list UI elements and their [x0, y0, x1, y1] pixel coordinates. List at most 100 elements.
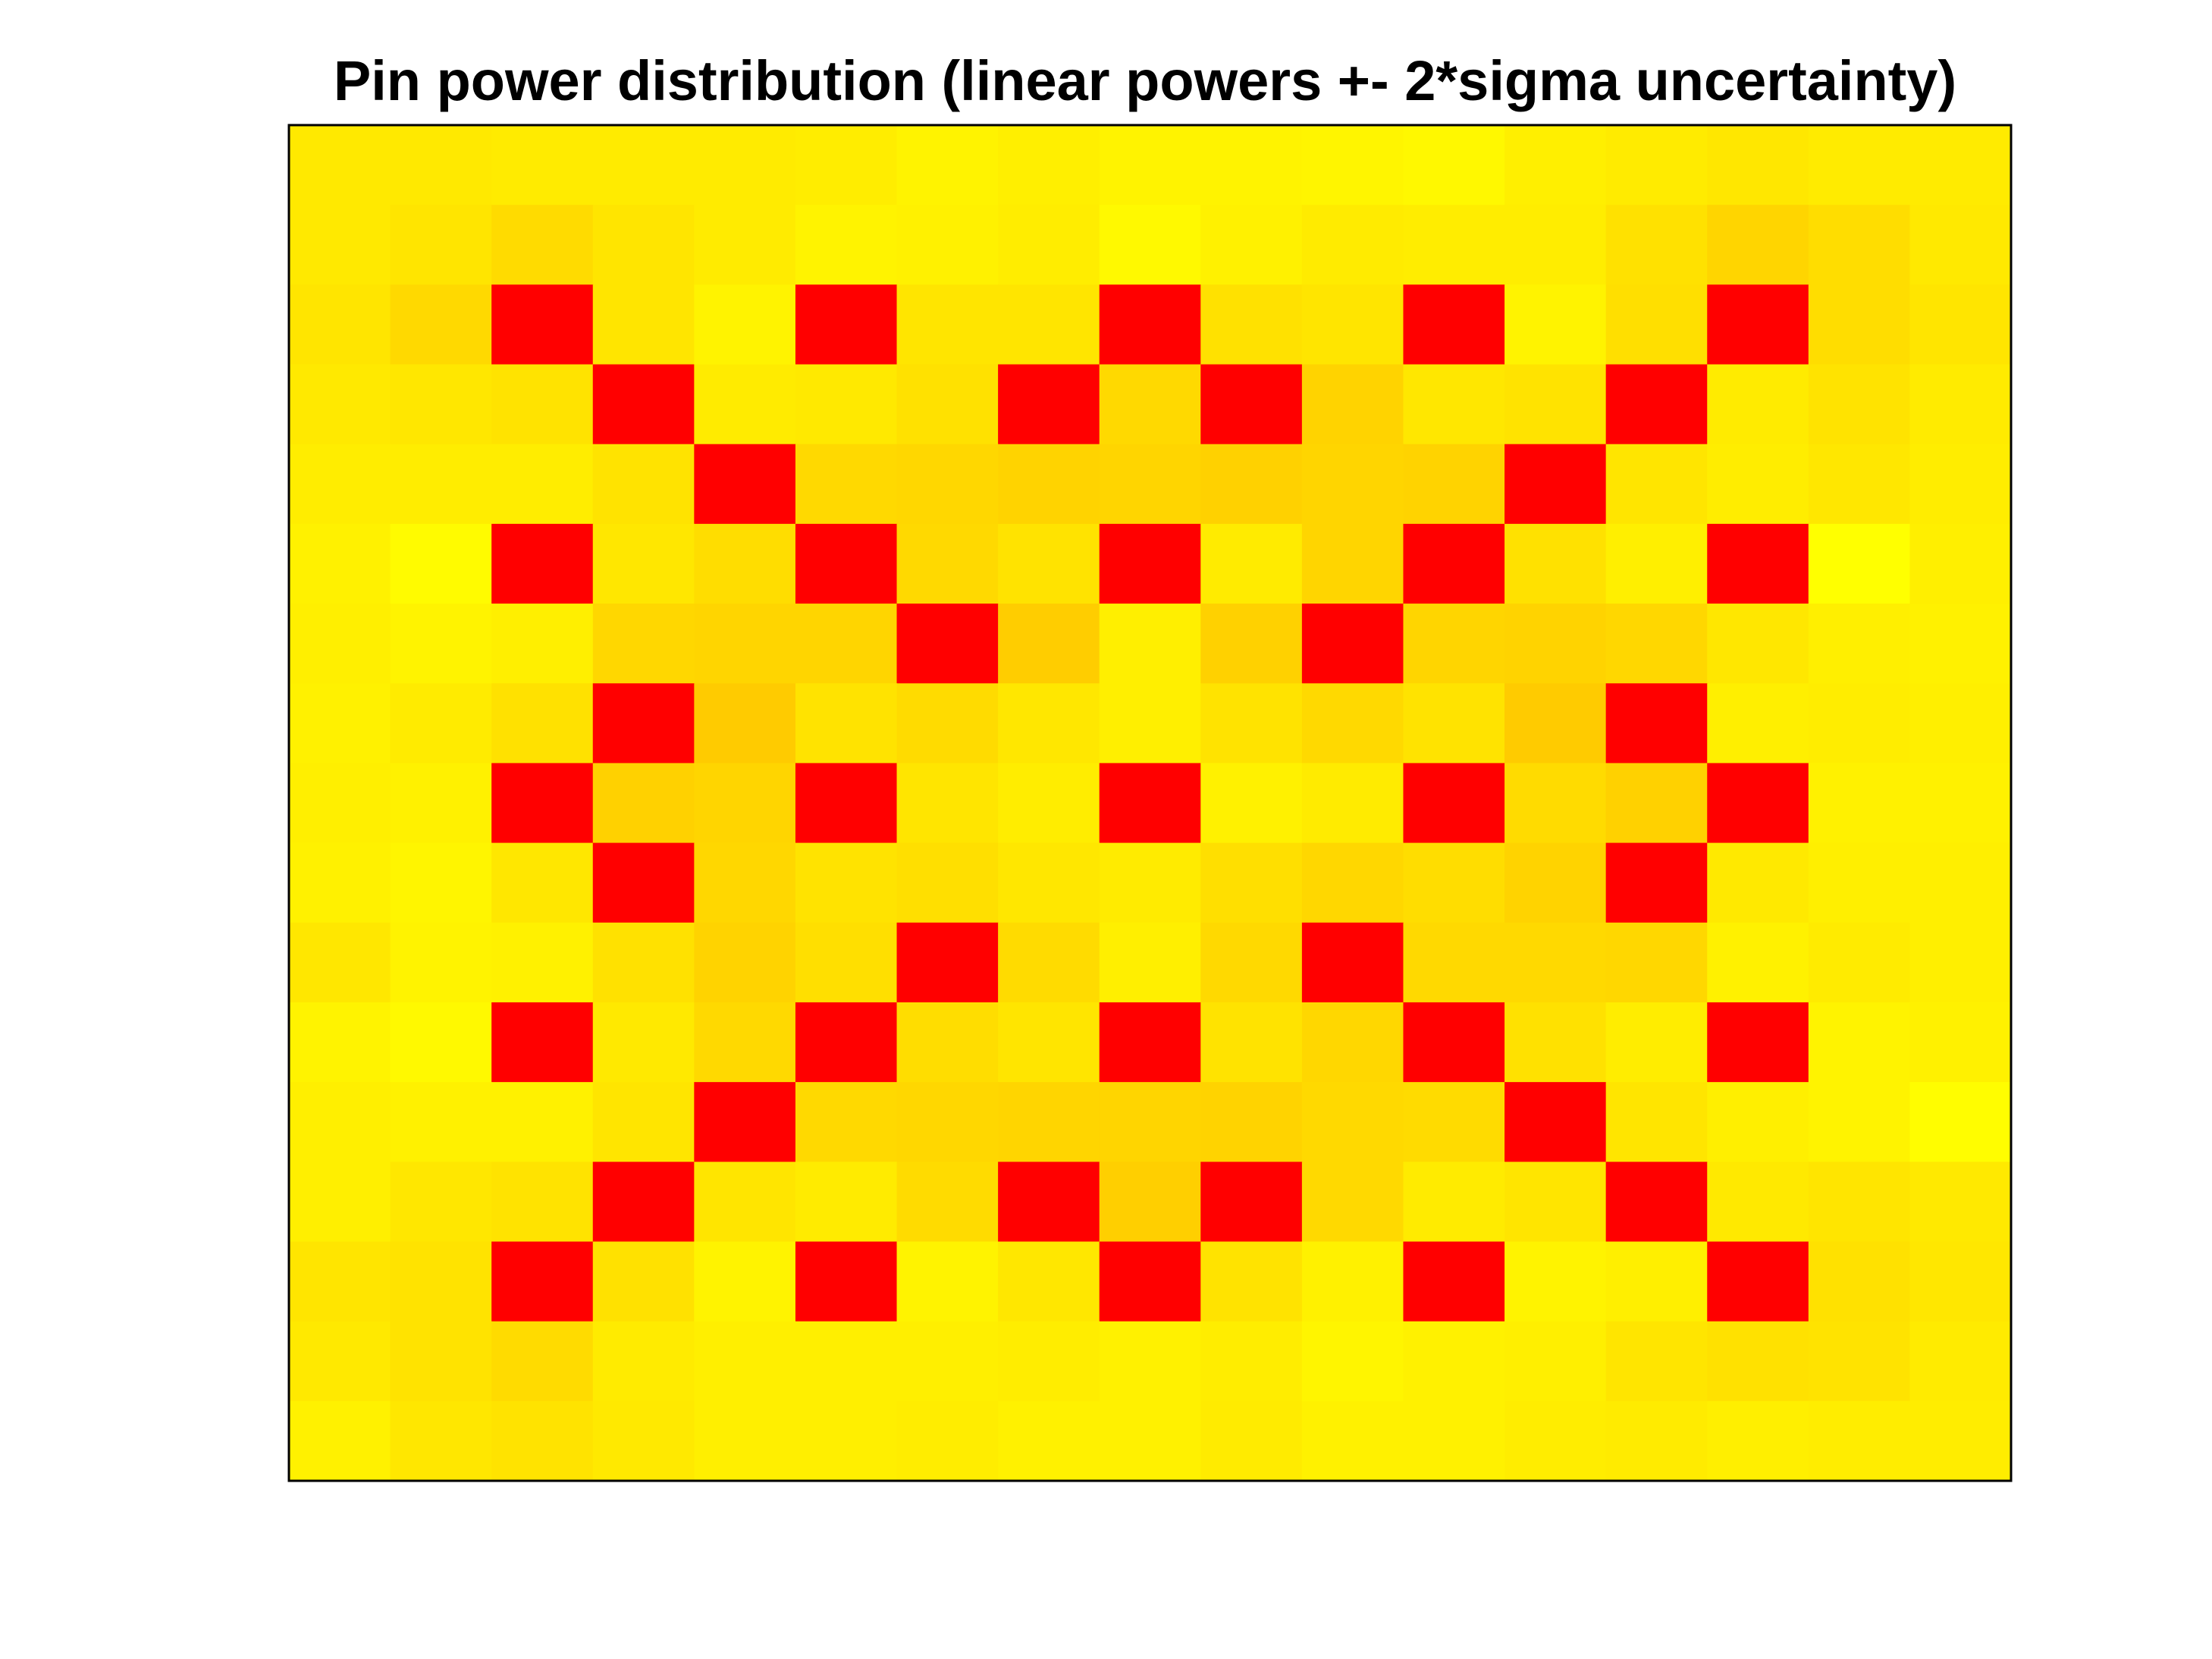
heatmap-cell — [694, 1002, 796, 1083]
heatmap-cells — [289, 125, 2012, 1482]
heatmap-cell — [390, 523, 492, 604]
heatmap-cell — [1605, 125, 1708, 205]
heatmap-cell — [1504, 683, 1607, 764]
heatmap-cell — [390, 1002, 492, 1083]
heatmap-cell — [795, 523, 898, 604]
heatmap-cell — [491, 523, 594, 604]
heatmap-cell — [998, 763, 1100, 844]
heatmap-cell — [1909, 284, 2012, 365]
heatmap-cell — [1200, 1321, 1303, 1402]
heatmap-cell — [1808, 604, 1911, 684]
heatmap-cell — [1099, 284, 1201, 365]
heatmap-cell — [289, 125, 391, 205]
heatmap-cell — [1707, 284, 1809, 365]
heatmap-cell — [1909, 1162, 2012, 1243]
heatmap-cell — [998, 1162, 1100, 1243]
heatmap-cell — [390, 444, 492, 525]
heatmap-cell — [896, 284, 999, 365]
heatmap-cell — [1707, 1400, 1809, 1482]
heatmap-cell — [1301, 364, 1404, 445]
heatmap-cell — [390, 922, 492, 1003]
heatmap-cell — [491, 125, 594, 205]
heatmap-cell — [1909, 763, 2012, 844]
heatmap-cell — [1301, 604, 1404, 684]
heatmap-cell — [998, 1082, 1100, 1162]
heatmap-cell — [795, 604, 898, 684]
heatmap-cell — [998, 284, 1100, 365]
heatmap-cell — [1403, 763, 1505, 844]
heatmap-cell — [1403, 523, 1505, 604]
heatmap-cell — [1403, 1002, 1505, 1083]
heatmap-cell — [1504, 922, 1607, 1003]
heatmap-cell — [998, 1400, 1100, 1482]
heatmap-cell — [1301, 284, 1404, 365]
heatmap-cell — [694, 1162, 796, 1243]
heatmap-cell — [289, 1002, 391, 1083]
heatmap-cell — [289, 763, 391, 844]
heatmap-cell — [1200, 922, 1303, 1003]
heatmap-cell — [1301, 523, 1404, 604]
heatmap-cell — [491, 1002, 594, 1083]
heatmap-cell — [1200, 1162, 1303, 1243]
heatmap-cell — [1808, 444, 1911, 525]
heatmap-cell — [1301, 1162, 1404, 1243]
heatmap-cell — [998, 523, 1100, 604]
heatmap-cell — [1605, 842, 1708, 924]
heatmap-cell — [1200, 842, 1303, 924]
heatmap-cell — [1504, 1002, 1607, 1083]
heatmap-cell — [592, 125, 695, 205]
heatmap-cell — [795, 683, 898, 764]
heatmap-cell — [491, 1082, 594, 1162]
heatmap-cell — [592, 763, 695, 844]
heatmap-cell — [1808, 1241, 1911, 1322]
heatmap-cell — [1403, 1321, 1505, 1402]
heatmap-cell — [592, 1002, 695, 1083]
heatmap-cell — [1707, 922, 1809, 1003]
heatmap-cell — [1605, 1321, 1708, 1402]
heatmap-cell — [1808, 1400, 1911, 1482]
heatmap-cell — [1403, 205, 1505, 285]
heatmap-cell — [289, 1162, 391, 1243]
heatmap-cell — [694, 842, 796, 924]
heatmap-cell — [1808, 683, 1911, 764]
heatmap-cell — [896, 763, 999, 844]
heatmap-cell — [795, 1241, 898, 1322]
heatmap-cell — [896, 205, 999, 285]
heatmap-cell — [1403, 125, 1505, 205]
heatmap-cell — [1605, 284, 1708, 365]
heatmap-cell — [1200, 364, 1303, 445]
heatmap-cell — [1504, 1321, 1607, 1402]
heatmap-cell — [1403, 444, 1505, 525]
heatmap-cell — [795, 1162, 898, 1243]
heatmap-cell — [1301, 1321, 1404, 1402]
heatmap-cell — [1403, 1400, 1505, 1482]
heatmap-cell — [694, 205, 796, 285]
heatmap-cell — [1808, 1082, 1911, 1162]
heatmap-cell — [592, 683, 695, 764]
heatmap-cell — [289, 922, 391, 1003]
heatmap-cell — [1504, 604, 1607, 684]
heatmap-cell — [289, 1241, 391, 1322]
heatmap-cell — [491, 444, 594, 525]
heatmap-cell — [390, 763, 492, 844]
heatmap-cell — [1099, 1082, 1201, 1162]
heatmap-cell — [694, 604, 796, 684]
heatmap-cell — [795, 922, 898, 1003]
heatmap-cell — [1099, 842, 1201, 924]
heatmap-cell — [289, 1400, 391, 1482]
heatmap-cell — [1301, 683, 1404, 764]
heatmap-cell — [390, 604, 492, 684]
heatmap-cell — [592, 284, 695, 365]
heatmap-cell — [592, 1321, 695, 1402]
heatmap-cell — [390, 284, 492, 365]
heatmap-cell — [694, 125, 796, 205]
heatmap-cell — [1301, 763, 1404, 844]
heatmap-cell — [491, 1400, 594, 1482]
heatmap-cell — [1808, 205, 1911, 285]
heatmap-cell — [1200, 1241, 1303, 1322]
heatmap-cell — [1909, 842, 2012, 924]
heatmap-cell — [592, 205, 695, 285]
heatmap-cell — [1099, 205, 1201, 285]
heatmap-cell — [390, 842, 492, 924]
heatmap-cell — [1707, 205, 1809, 285]
